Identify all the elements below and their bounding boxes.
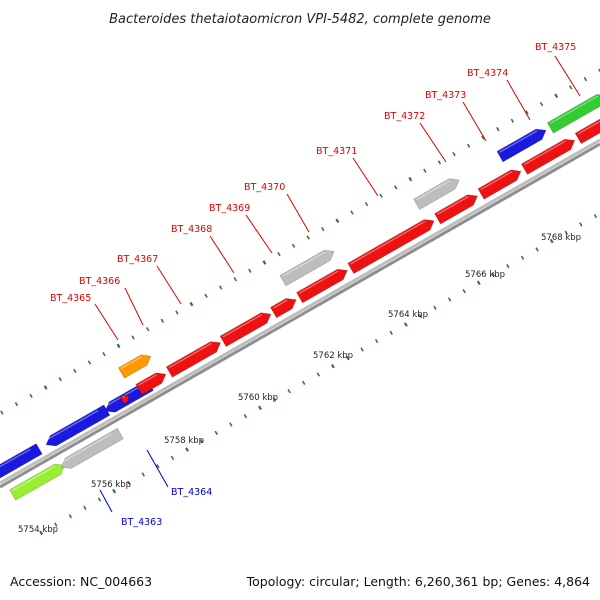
gene-arrow-bt4369b[interactable] <box>296 268 348 304</box>
gene-arrow-bt4375b-highlight <box>577 120 600 135</box>
leader-bt4363 <box>99 489 113 513</box>
accession-text: Accession: NC_004663 <box>10 574 152 589</box>
gene-arrow-bt4367[interactable] <box>165 341 221 378</box>
gene-arrow-bt4366-highlight <box>120 355 143 370</box>
gene-leaders <box>94 55 581 513</box>
gene-arrow-bt4373-highlight <box>480 171 513 191</box>
map-title: Bacteroides thetaiotaomicron VPI-5482, c… <box>109 12 491 27</box>
genome-backbone <box>0 138 600 489</box>
gene-arrow-bt4371-highlight <box>350 220 426 265</box>
gene-arrow-bt4363[interactable] <box>60 427 124 469</box>
scale-label-5764: 5764 kbp <box>388 310 428 320</box>
gene-label-bt4367[interactable]: BT_4367 <box>117 254 158 265</box>
gene-arrow-lime[interactable] <box>9 463 66 501</box>
gene-arrow-bt4370[interactable] <box>279 249 335 287</box>
gene-arrow-bt4373[interactable] <box>477 169 522 200</box>
gene-arrow-bt4370-highlight <box>282 251 326 277</box>
gene-arrow-lime-highlight <box>12 465 57 492</box>
leader-bt4367 <box>156 265 182 305</box>
gene-label-bt4374[interactable]: BT_4374 <box>467 68 508 79</box>
tick-tracks <box>0 68 600 536</box>
leader-bt4370 <box>286 193 310 233</box>
gene-arrow-blue-left[interactable] <box>0 443 43 481</box>
gene-arrow-bt4375-highlight <box>549 95 599 125</box>
leader-bt4366 <box>124 287 144 326</box>
gene-labels: BT_4363 BT_4364 BT_4365 BT_4366 BT_4367 … <box>50 42 576 528</box>
gene-arrow-bt4374b-highlight <box>523 140 567 166</box>
leader-bt4364 <box>146 449 169 488</box>
gene-arrow-bt4368[interactable] <box>219 312 272 348</box>
gene-arrow-bt4367-highlight <box>168 342 212 369</box>
scale-label-5768: 5768 kbp <box>541 233 581 243</box>
gene-arrow-bt4373a[interactable] <box>434 194 478 225</box>
tick-track-lower <box>39 213 598 536</box>
leader-bt4373 <box>462 101 487 142</box>
gene-arrow-bt4369b-highlight <box>298 270 339 294</box>
gene-label-bt4375[interactable]: BT_4375 <box>535 42 576 53</box>
gene-label-bt4370[interactable]: BT_4370 <box>244 182 285 193</box>
gene-arrow-bt4374[interactable] <box>496 128 547 163</box>
leader-bt4369 <box>245 214 273 254</box>
gene-arrow-bt4375[interactable] <box>546 94 600 134</box>
gene-label-bt4363[interactable]: BT_4363 <box>121 517 162 528</box>
scale-label-5758: 5758 kbp <box>164 436 204 446</box>
gene-arrows <box>0 94 600 501</box>
gene-arrow-bt4372[interactable] <box>413 178 460 210</box>
gene-arrow-bt4366-partner-highlight <box>138 373 158 386</box>
topology-text: Topology: circular; Length: 6,260,361 bp… <box>246 574 590 589</box>
gene-arrow-bt4375b[interactable] <box>574 109 600 145</box>
scale-label-5762: 5762 kbp <box>313 351 353 361</box>
scale-label-5760: 5760 kbp <box>238 393 278 403</box>
gene-label-bt4364[interactable]: BT_4364 <box>171 487 212 498</box>
gene-arrow-bt4366-partner[interactable] <box>135 372 167 396</box>
gene-arrow-bt4373a-highlight <box>436 195 469 215</box>
leader-bt4371 <box>352 157 379 197</box>
gene-arrow-bt4371[interactable] <box>347 219 435 275</box>
gene-arrow-bt4363-highlight <box>60 433 112 464</box>
tick-track-upper <box>0 68 600 415</box>
gene-arrow-blue-left-highlight <box>0 448 31 468</box>
gene-label-bt4369[interactable]: BT_4369 <box>209 203 250 214</box>
scale-label-5766: 5766 kbp <box>465 270 505 280</box>
gene-label-bt4366[interactable]: BT_4366 <box>79 276 120 287</box>
scale-label-5754: 5754 kbp <box>18 525 58 535</box>
scale-label-5756: 5756 kbp <box>91 480 131 490</box>
scale-labels: 5754 kbp 5756 kbp 5758 kbp 5760 kbp 5762… <box>18 233 581 535</box>
gene-arrow-bt4372-highlight <box>415 179 451 201</box>
gene-label-bt4371[interactable]: BT_4371 <box>316 146 357 157</box>
gene-label-bt4373[interactable]: BT_4373 <box>425 90 466 101</box>
gene-arrow-bt4369[interactable] <box>270 298 297 319</box>
leader-bt4372 <box>419 122 447 163</box>
gene-label-bt4365[interactable]: BT_4365 <box>50 293 91 304</box>
gene-arrow-bt4369-highlight <box>272 299 288 309</box>
gene-arrow-blue-mid[interactable] <box>45 404 111 447</box>
leader-bt4375 <box>554 55 581 97</box>
gene-arrow-bt4366[interactable] <box>117 354 152 379</box>
gene-arrow-blue-mid-highlight <box>45 409 99 441</box>
gene-arrow-bt4368-highlight <box>222 313 263 338</box>
gene-label-bt4372[interactable]: BT_4372 <box>384 111 425 122</box>
gene-label-bt4368[interactable]: BT_4368 <box>171 224 212 235</box>
leader-bt4368 <box>209 235 235 274</box>
gene-arrow-bt4365-highlight <box>122 395 125 399</box>
gene-arrow-bt4374b[interactable] <box>520 138 576 175</box>
gene-arrow-bt4374-highlight <box>499 130 538 153</box>
leader-bt4374 <box>506 79 531 121</box>
leader-bt4365 <box>94 303 119 341</box>
gene-arrow-bt4365[interactable] <box>119 394 130 405</box>
